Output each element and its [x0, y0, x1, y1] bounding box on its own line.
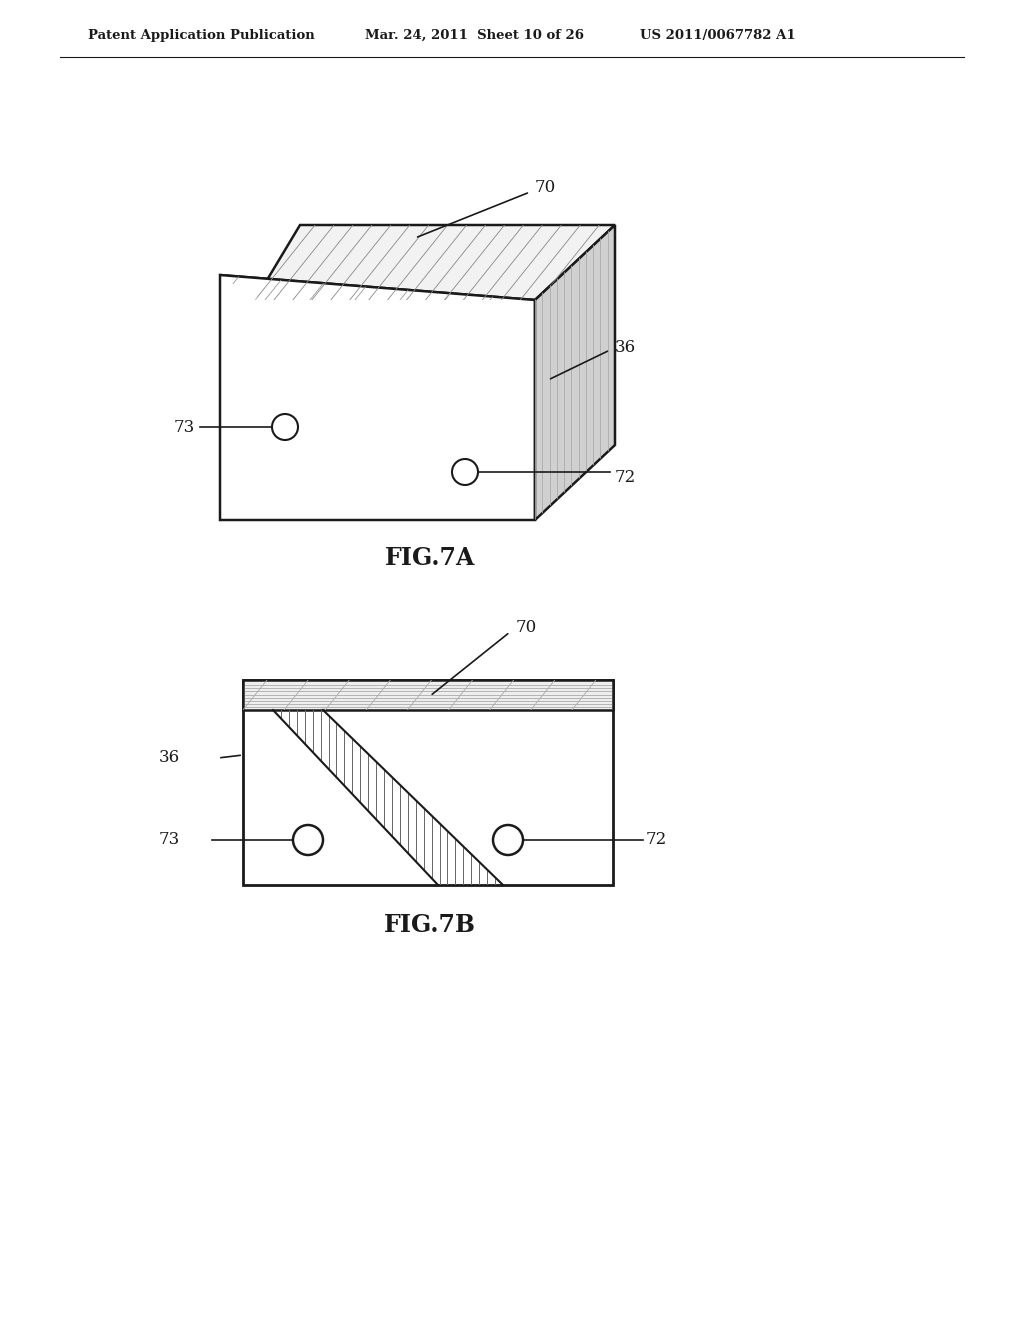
- Circle shape: [493, 825, 523, 855]
- Text: 36: 36: [159, 750, 180, 767]
- Polygon shape: [535, 224, 615, 520]
- Circle shape: [293, 825, 323, 855]
- Text: Mar. 24, 2011  Sheet 10 of 26: Mar. 24, 2011 Sheet 10 of 26: [365, 29, 584, 41]
- Text: FIG.7B: FIG.7B: [384, 913, 476, 937]
- Text: 72: 72: [646, 832, 668, 849]
- Text: Patent Application Publication: Patent Application Publication: [88, 29, 314, 41]
- Text: 70: 70: [516, 619, 538, 636]
- Text: 72: 72: [615, 469, 636, 486]
- Polygon shape: [243, 680, 613, 710]
- Polygon shape: [220, 275, 535, 520]
- Polygon shape: [255, 224, 615, 300]
- Text: FIG.7A: FIG.7A: [385, 546, 475, 570]
- Circle shape: [272, 414, 298, 440]
- Polygon shape: [220, 275, 535, 300]
- Bar: [243, 680, 613, 710]
- Polygon shape: [535, 224, 615, 520]
- Polygon shape: [255, 224, 615, 300]
- Text: US 2011/0067782 A1: US 2011/0067782 A1: [640, 29, 796, 41]
- Text: 70: 70: [535, 178, 556, 195]
- Polygon shape: [220, 275, 535, 300]
- Polygon shape: [273, 710, 503, 884]
- Text: 36: 36: [615, 338, 636, 355]
- Text: 73: 73: [174, 418, 195, 436]
- Text: 73: 73: [159, 832, 180, 849]
- Polygon shape: [243, 680, 613, 710]
- Bar: [243, 680, 613, 884]
- Circle shape: [452, 459, 478, 484]
